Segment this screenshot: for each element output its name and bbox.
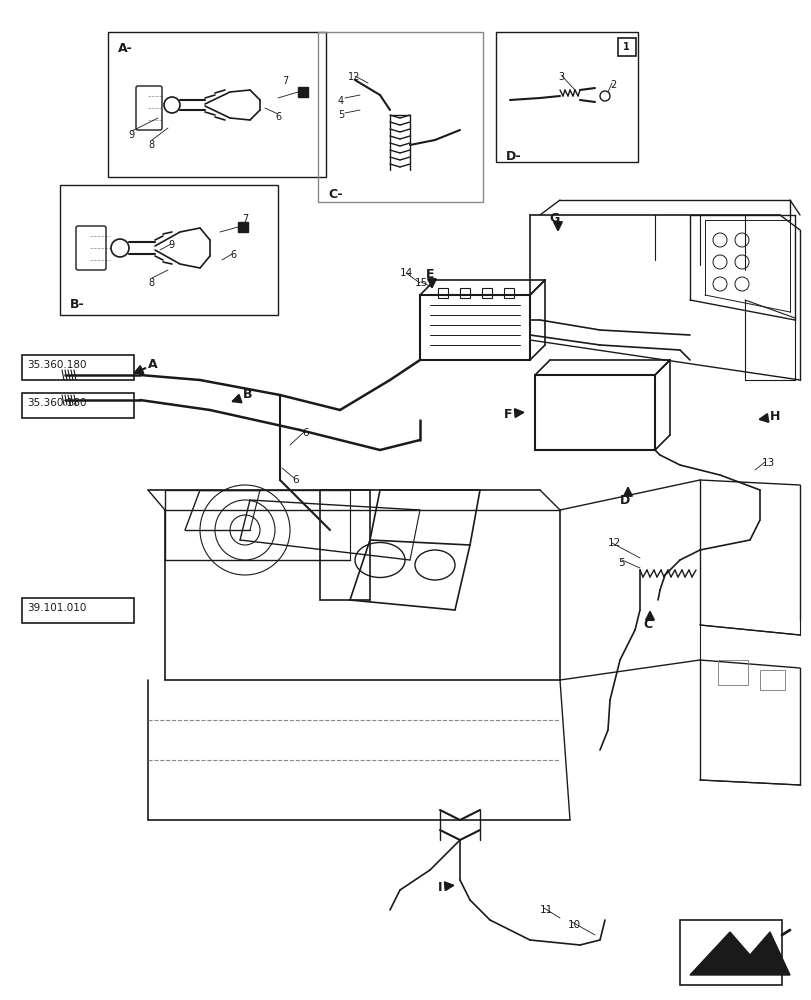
Text: B-: B- <box>70 298 84 311</box>
Text: 6: 6 <box>230 250 236 260</box>
Text: 11: 11 <box>539 905 552 915</box>
Text: 5: 5 <box>617 558 624 568</box>
Text: 3: 3 <box>557 72 564 82</box>
Text: 2: 2 <box>609 80 616 90</box>
Bar <box>318 32 483 202</box>
Bar <box>717 660 747 685</box>
Text: 12: 12 <box>348 72 360 82</box>
Bar <box>460 288 470 298</box>
Bar <box>22 393 134 418</box>
Bar <box>22 598 134 623</box>
Bar <box>496 32 637 162</box>
Text: 12: 12 <box>607 538 620 548</box>
Text: C: C <box>642 617 652 631</box>
Text: 9: 9 <box>128 130 134 140</box>
Text: D: D <box>619 493 629 506</box>
Text: B: B <box>243 388 252 401</box>
Text: 10: 10 <box>568 920 581 930</box>
Bar <box>504 288 513 298</box>
Text: 14: 14 <box>400 268 413 278</box>
Polygon shape <box>238 222 247 232</box>
Text: 9: 9 <box>168 240 174 250</box>
Text: 1: 1 <box>622 42 629 52</box>
Text: A-: A- <box>118 42 132 55</box>
Text: F: F <box>503 408 512 422</box>
Text: A: A <box>148 359 157 371</box>
Text: 5: 5 <box>337 110 344 120</box>
Text: 35.360.180: 35.360.180 <box>27 398 87 408</box>
Text: 39.101.010: 39.101.010 <box>27 603 86 613</box>
Text: I: I <box>437 881 442 894</box>
Bar <box>482 288 491 298</box>
Bar <box>60 185 277 315</box>
Text: 13: 13 <box>761 458 775 468</box>
Polygon shape <box>298 87 307 97</box>
Text: E: E <box>425 268 434 282</box>
Text: 8: 8 <box>148 278 154 288</box>
Bar <box>22 355 134 380</box>
Text: 15: 15 <box>414 278 427 288</box>
Bar <box>617 38 635 56</box>
Text: 6: 6 <box>275 112 281 122</box>
Text: C-: C- <box>328 188 342 201</box>
Text: 4: 4 <box>337 96 344 106</box>
Bar <box>679 920 781 985</box>
Text: 8: 8 <box>148 140 154 150</box>
Text: 7: 7 <box>242 214 248 224</box>
Text: H: H <box>769 410 779 422</box>
Text: 6: 6 <box>302 428 308 438</box>
Polygon shape <box>689 932 789 975</box>
Bar <box>759 670 784 690</box>
Text: D-: D- <box>505 150 521 163</box>
Text: 7: 7 <box>281 76 288 86</box>
Bar <box>437 288 448 298</box>
Text: G: G <box>549 212 560 225</box>
Text: 6: 6 <box>292 475 298 485</box>
Text: 35.360.180: 35.360.180 <box>27 360 87 370</box>
Bar <box>108 32 325 177</box>
